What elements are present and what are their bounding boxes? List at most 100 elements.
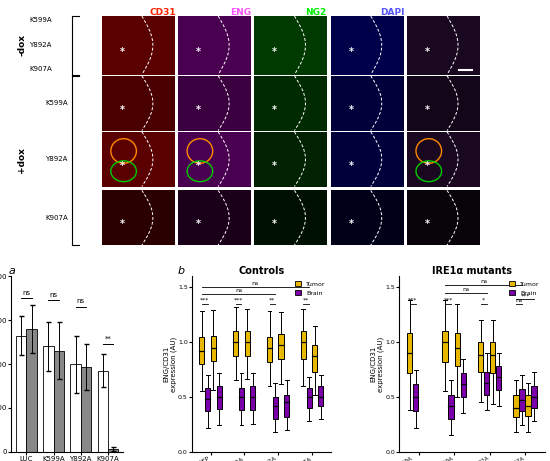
Bar — [239, 388, 244, 410]
Title: Controls: Controls — [238, 266, 284, 276]
Text: *: * — [196, 219, 201, 229]
Text: *: * — [272, 219, 277, 229]
Bar — [233, 331, 238, 356]
Bar — [460, 373, 466, 397]
Bar — [70, 364, 81, 452]
Bar — [267, 337, 272, 362]
Bar — [490, 342, 495, 373]
Bar — [254, 190, 327, 245]
Bar — [407, 76, 480, 130]
Text: Y892A: Y892A — [29, 42, 52, 48]
Bar — [278, 334, 284, 359]
Text: *: * — [349, 219, 354, 229]
Text: ns: ns — [23, 290, 30, 296]
Text: *: * — [425, 105, 430, 115]
Bar — [496, 366, 501, 390]
Bar — [531, 386, 537, 408]
Bar — [97, 371, 108, 452]
Text: ns: ns — [480, 279, 487, 284]
Bar — [254, 76, 327, 130]
Bar — [407, 16, 480, 75]
Text: +dox: +dox — [17, 148, 26, 173]
Bar — [306, 388, 312, 408]
Bar — [26, 329, 37, 452]
Bar — [199, 337, 205, 364]
Bar — [53, 351, 64, 452]
Text: ***: *** — [520, 293, 530, 298]
Bar — [448, 395, 454, 419]
Bar — [102, 76, 175, 130]
Bar — [245, 331, 250, 356]
Text: a: a — [9, 266, 15, 276]
Y-axis label: ENG/CD31
expression (AU): ENG/CD31 expression (AU) — [371, 337, 384, 392]
Text: *: * — [196, 161, 201, 171]
Text: b: b — [178, 266, 185, 276]
Bar — [407, 333, 412, 373]
Bar — [413, 384, 419, 411]
Text: A: A — [8, 0, 19, 2]
Bar — [312, 345, 317, 372]
Text: *: * — [272, 161, 277, 171]
Bar — [442, 331, 448, 362]
Legend: Tumor, Brain: Tumor, Brain — [508, 279, 541, 297]
Text: *: * — [120, 219, 125, 229]
Bar — [254, 16, 327, 75]
Text: ***: *** — [443, 298, 453, 302]
Text: *: * — [425, 47, 430, 57]
Text: MERGE: MERGE — [453, 8, 488, 18]
Text: CD31: CD31 — [150, 8, 177, 18]
Bar — [525, 395, 531, 415]
Bar — [318, 386, 323, 406]
Legend: Tumor, Brain: Tumor, Brain — [294, 279, 327, 297]
Text: *: * — [349, 47, 354, 57]
Bar — [331, 16, 404, 75]
Bar — [454, 333, 460, 366]
Bar — [178, 76, 251, 130]
Text: ***: *** — [234, 298, 243, 302]
Bar — [102, 190, 175, 245]
Text: *: * — [196, 105, 201, 115]
Text: ns: ns — [515, 298, 522, 302]
Text: K599A: K599A — [45, 100, 68, 106]
Bar — [273, 397, 278, 419]
Text: *: * — [425, 219, 430, 229]
Bar — [331, 76, 404, 130]
Text: **: ** — [270, 298, 276, 302]
Bar — [301, 331, 306, 359]
Text: *: * — [120, 161, 125, 171]
Text: **: ** — [303, 298, 309, 302]
Text: -dox: -dox — [17, 34, 26, 56]
Text: ***: *** — [408, 298, 417, 302]
Y-axis label: ENG/CD31
expression (AU): ENG/CD31 expression (AU) — [163, 337, 177, 392]
Text: ns: ns — [462, 287, 470, 292]
Bar — [407, 190, 480, 245]
Text: *: * — [120, 105, 125, 115]
Bar — [254, 132, 327, 187]
Text: K599A: K599A — [29, 18, 52, 24]
Text: ns: ns — [252, 281, 259, 286]
Text: **: ** — [104, 336, 111, 342]
Bar — [478, 342, 483, 372]
Bar — [43, 347, 53, 452]
Bar — [484, 372, 490, 395]
Text: K907A: K907A — [29, 66, 52, 72]
Bar — [513, 395, 519, 417]
Text: *: * — [196, 47, 201, 57]
Bar — [81, 367, 91, 452]
Text: ***: *** — [200, 298, 210, 302]
Text: ns: ns — [235, 288, 242, 293]
Text: *: * — [425, 161, 430, 171]
Bar — [178, 16, 251, 75]
Bar — [102, 16, 175, 75]
Bar — [102, 132, 175, 187]
Text: ENG: ENG — [230, 8, 251, 18]
Text: NG2: NG2 — [306, 8, 327, 18]
Text: ns: ns — [50, 292, 58, 298]
Text: K907A: K907A — [45, 215, 68, 221]
Bar — [178, 132, 251, 187]
Bar — [331, 190, 404, 245]
Bar — [519, 389, 525, 411]
Bar — [284, 395, 289, 417]
Text: *: * — [272, 47, 277, 57]
Bar — [108, 449, 118, 452]
